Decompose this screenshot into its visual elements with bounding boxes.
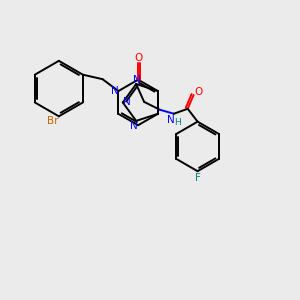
Text: N: N (123, 98, 130, 107)
Text: O: O (194, 87, 203, 97)
Text: O: O (134, 53, 142, 63)
Text: F: F (195, 173, 200, 183)
Text: N: N (110, 86, 118, 96)
Text: N: N (130, 121, 138, 131)
Text: Br: Br (47, 116, 59, 126)
Text: H: H (174, 118, 181, 127)
Text: N: N (167, 115, 175, 125)
Text: N: N (133, 75, 141, 85)
